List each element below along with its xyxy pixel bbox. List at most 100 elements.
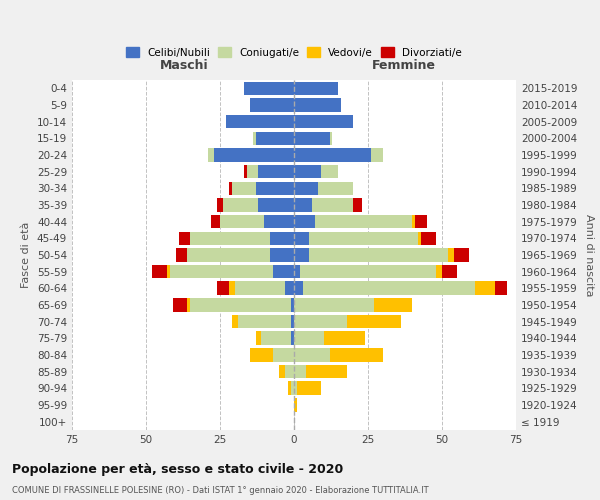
Bar (152, 265, 167, 278)
Bar (294, 348, 329, 362)
Legend: Celibi/Nubili, Coniugati/e, Vedovi/e, Divorziati/e: Celibi/Nubili, Coniugati/e, Vedovi/e, Di… (122, 43, 466, 62)
Bar (190, 232, 271, 245)
Bar (217, 198, 223, 212)
Bar (256, 332, 262, 345)
Bar (226, 115, 294, 128)
Bar (329, 132, 332, 145)
Bar (285, 365, 294, 378)
Bar (247, 165, 259, 178)
Bar (271, 248, 294, 262)
Bar (317, 182, 353, 195)
Y-axis label: Fasce di età: Fasce di età (22, 222, 31, 288)
Bar (315, 215, 412, 228)
Bar (250, 348, 273, 362)
Bar (173, 298, 187, 312)
Bar (495, 282, 507, 295)
Bar (285, 282, 294, 295)
Y-axis label: Anni di nascita: Anni di nascita (584, 214, 594, 296)
Bar (279, 365, 285, 378)
Bar (306, 365, 347, 378)
Bar (273, 265, 294, 278)
Bar (176, 248, 187, 262)
Bar (244, 82, 294, 95)
Bar (294, 115, 353, 128)
Bar (291, 315, 294, 328)
Text: Femmine: Femmine (371, 58, 436, 71)
Bar (320, 165, 338, 178)
Bar (442, 265, 457, 278)
Bar (253, 132, 256, 145)
Bar (238, 315, 291, 328)
Bar (353, 198, 362, 212)
Bar (412, 215, 415, 228)
Bar (229, 182, 232, 195)
Bar (259, 165, 294, 178)
Bar (294, 132, 329, 145)
Bar (294, 248, 309, 262)
Bar (312, 198, 353, 212)
Text: Popolazione per età, sesso e stato civile - 2020: Popolazione per età, sesso e stato civil… (12, 462, 343, 475)
Bar (273, 348, 294, 362)
Bar (217, 282, 229, 295)
Text: COMUNE DI FRASSINELLE POLESINE (RO) - Dati ISTAT 1° gennaio 2020 - Elaborazione : COMUNE DI FRASSINELLE POLESINE (RO) - Da… (12, 486, 428, 495)
Bar (294, 198, 312, 212)
Bar (454, 248, 469, 262)
Bar (291, 332, 294, 345)
Bar (179, 232, 190, 245)
Bar (288, 382, 291, 395)
Bar (271, 232, 294, 245)
Bar (229, 282, 235, 295)
Bar (294, 315, 347, 328)
Bar (475, 282, 495, 295)
Bar (309, 248, 448, 262)
Bar (294, 365, 306, 378)
Bar (294, 148, 371, 162)
Bar (190, 298, 291, 312)
Bar (211, 215, 220, 228)
Bar (294, 298, 374, 312)
Bar (262, 332, 291, 345)
Bar (323, 332, 365, 345)
Bar (259, 198, 294, 212)
Text: Maschi: Maschi (160, 58, 209, 71)
Bar (294, 98, 341, 112)
Bar (418, 232, 421, 245)
Bar (294, 332, 323, 345)
Bar (294, 82, 338, 95)
Bar (329, 348, 383, 362)
Bar (374, 298, 412, 312)
Bar (309, 232, 418, 245)
Bar (303, 282, 475, 295)
Bar (256, 132, 294, 145)
Bar (256, 182, 294, 195)
Bar (347, 315, 401, 328)
Bar (187, 298, 190, 312)
Bar (294, 265, 300, 278)
Bar (371, 148, 383, 162)
Bar (291, 382, 294, 395)
Bar (294, 165, 320, 178)
Bar (208, 148, 214, 162)
Bar (235, 282, 285, 295)
Bar (265, 215, 294, 228)
Bar (223, 198, 259, 212)
Bar (244, 165, 247, 178)
Bar (250, 98, 294, 112)
Bar (214, 148, 294, 162)
Bar (294, 182, 317, 195)
Bar (220, 215, 265, 228)
Bar (291, 298, 294, 312)
Bar (436, 265, 442, 278)
Bar (448, 248, 454, 262)
Bar (232, 315, 238, 328)
Bar (297, 382, 320, 395)
Bar (170, 265, 273, 278)
Bar (294, 382, 297, 395)
Bar (167, 265, 170, 278)
Bar (300, 265, 436, 278)
Bar (232, 182, 256, 195)
Bar (294, 282, 303, 295)
Bar (294, 398, 297, 412)
Bar (415, 215, 427, 228)
Bar (294, 232, 309, 245)
